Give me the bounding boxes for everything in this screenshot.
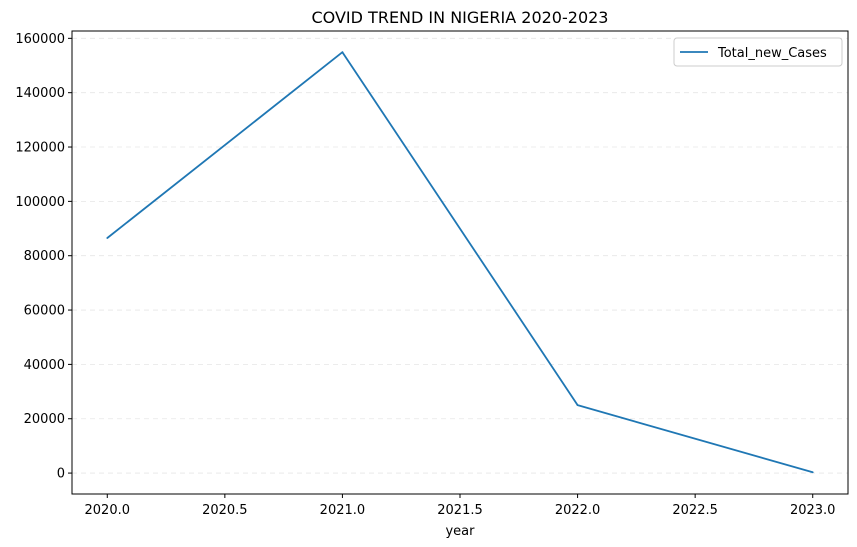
- x-axis-label: year: [445, 524, 475, 539]
- x-tick-label: 2021.5: [437, 503, 483, 518]
- x-tick-label: 2023.0: [790, 503, 836, 518]
- y-tick-label: 80000: [24, 249, 65, 264]
- x-tick-label: 2022.0: [555, 503, 601, 518]
- x-tick-label: 2022.5: [672, 503, 718, 518]
- data-point: [341, 51, 344, 54]
- y-tick-label: 60000: [24, 304, 65, 319]
- data-point: [106, 237, 109, 239]
- legend-label-total-new-cases: Total_new_Cases: [717, 46, 827, 61]
- legend: Total_new_Cases: [673, 37, 843, 67]
- x-axis: 2020.0 2020.5 2021.0 2021.5 2022.0 2022.5 2023…: [85, 494, 836, 518]
- data-point: [576, 404, 579, 407]
- y-tick-label: 140000: [15, 86, 65, 101]
- series-line-total-new-cases: [106, 51, 813, 474]
- chart-title: COVID TREND IN NIGERIA 2020-2023: [312, 8, 609, 27]
- x-tick-label: 2020.5: [202, 503, 248, 518]
- legend-box: [673, 37, 843, 67]
- y-tick-label: 100000: [15, 195, 65, 210]
- y-tick-label: 20000: [24, 412, 65, 427]
- y-tick-label: 40000: [24, 358, 65, 373]
- y-tick-label: 120000: [15, 141, 65, 156]
- x-tick-label: 2020.0: [85, 503, 131, 518]
- x-tick-label: 2021.0: [320, 503, 366, 518]
- y-tick-label: 160000: [15, 32, 65, 47]
- series-layer: [106, 51, 814, 474]
- plot-frame: [71, 30, 849, 495]
- y-axis: 0 20000 40000 60000 80000 100000 120000 140000 1…: [15, 32, 72, 482]
- grid-lines: [72, 37, 848, 474]
- data-point: [811, 471, 814, 474]
- y-tick-label: 0: [57, 467, 65, 482]
